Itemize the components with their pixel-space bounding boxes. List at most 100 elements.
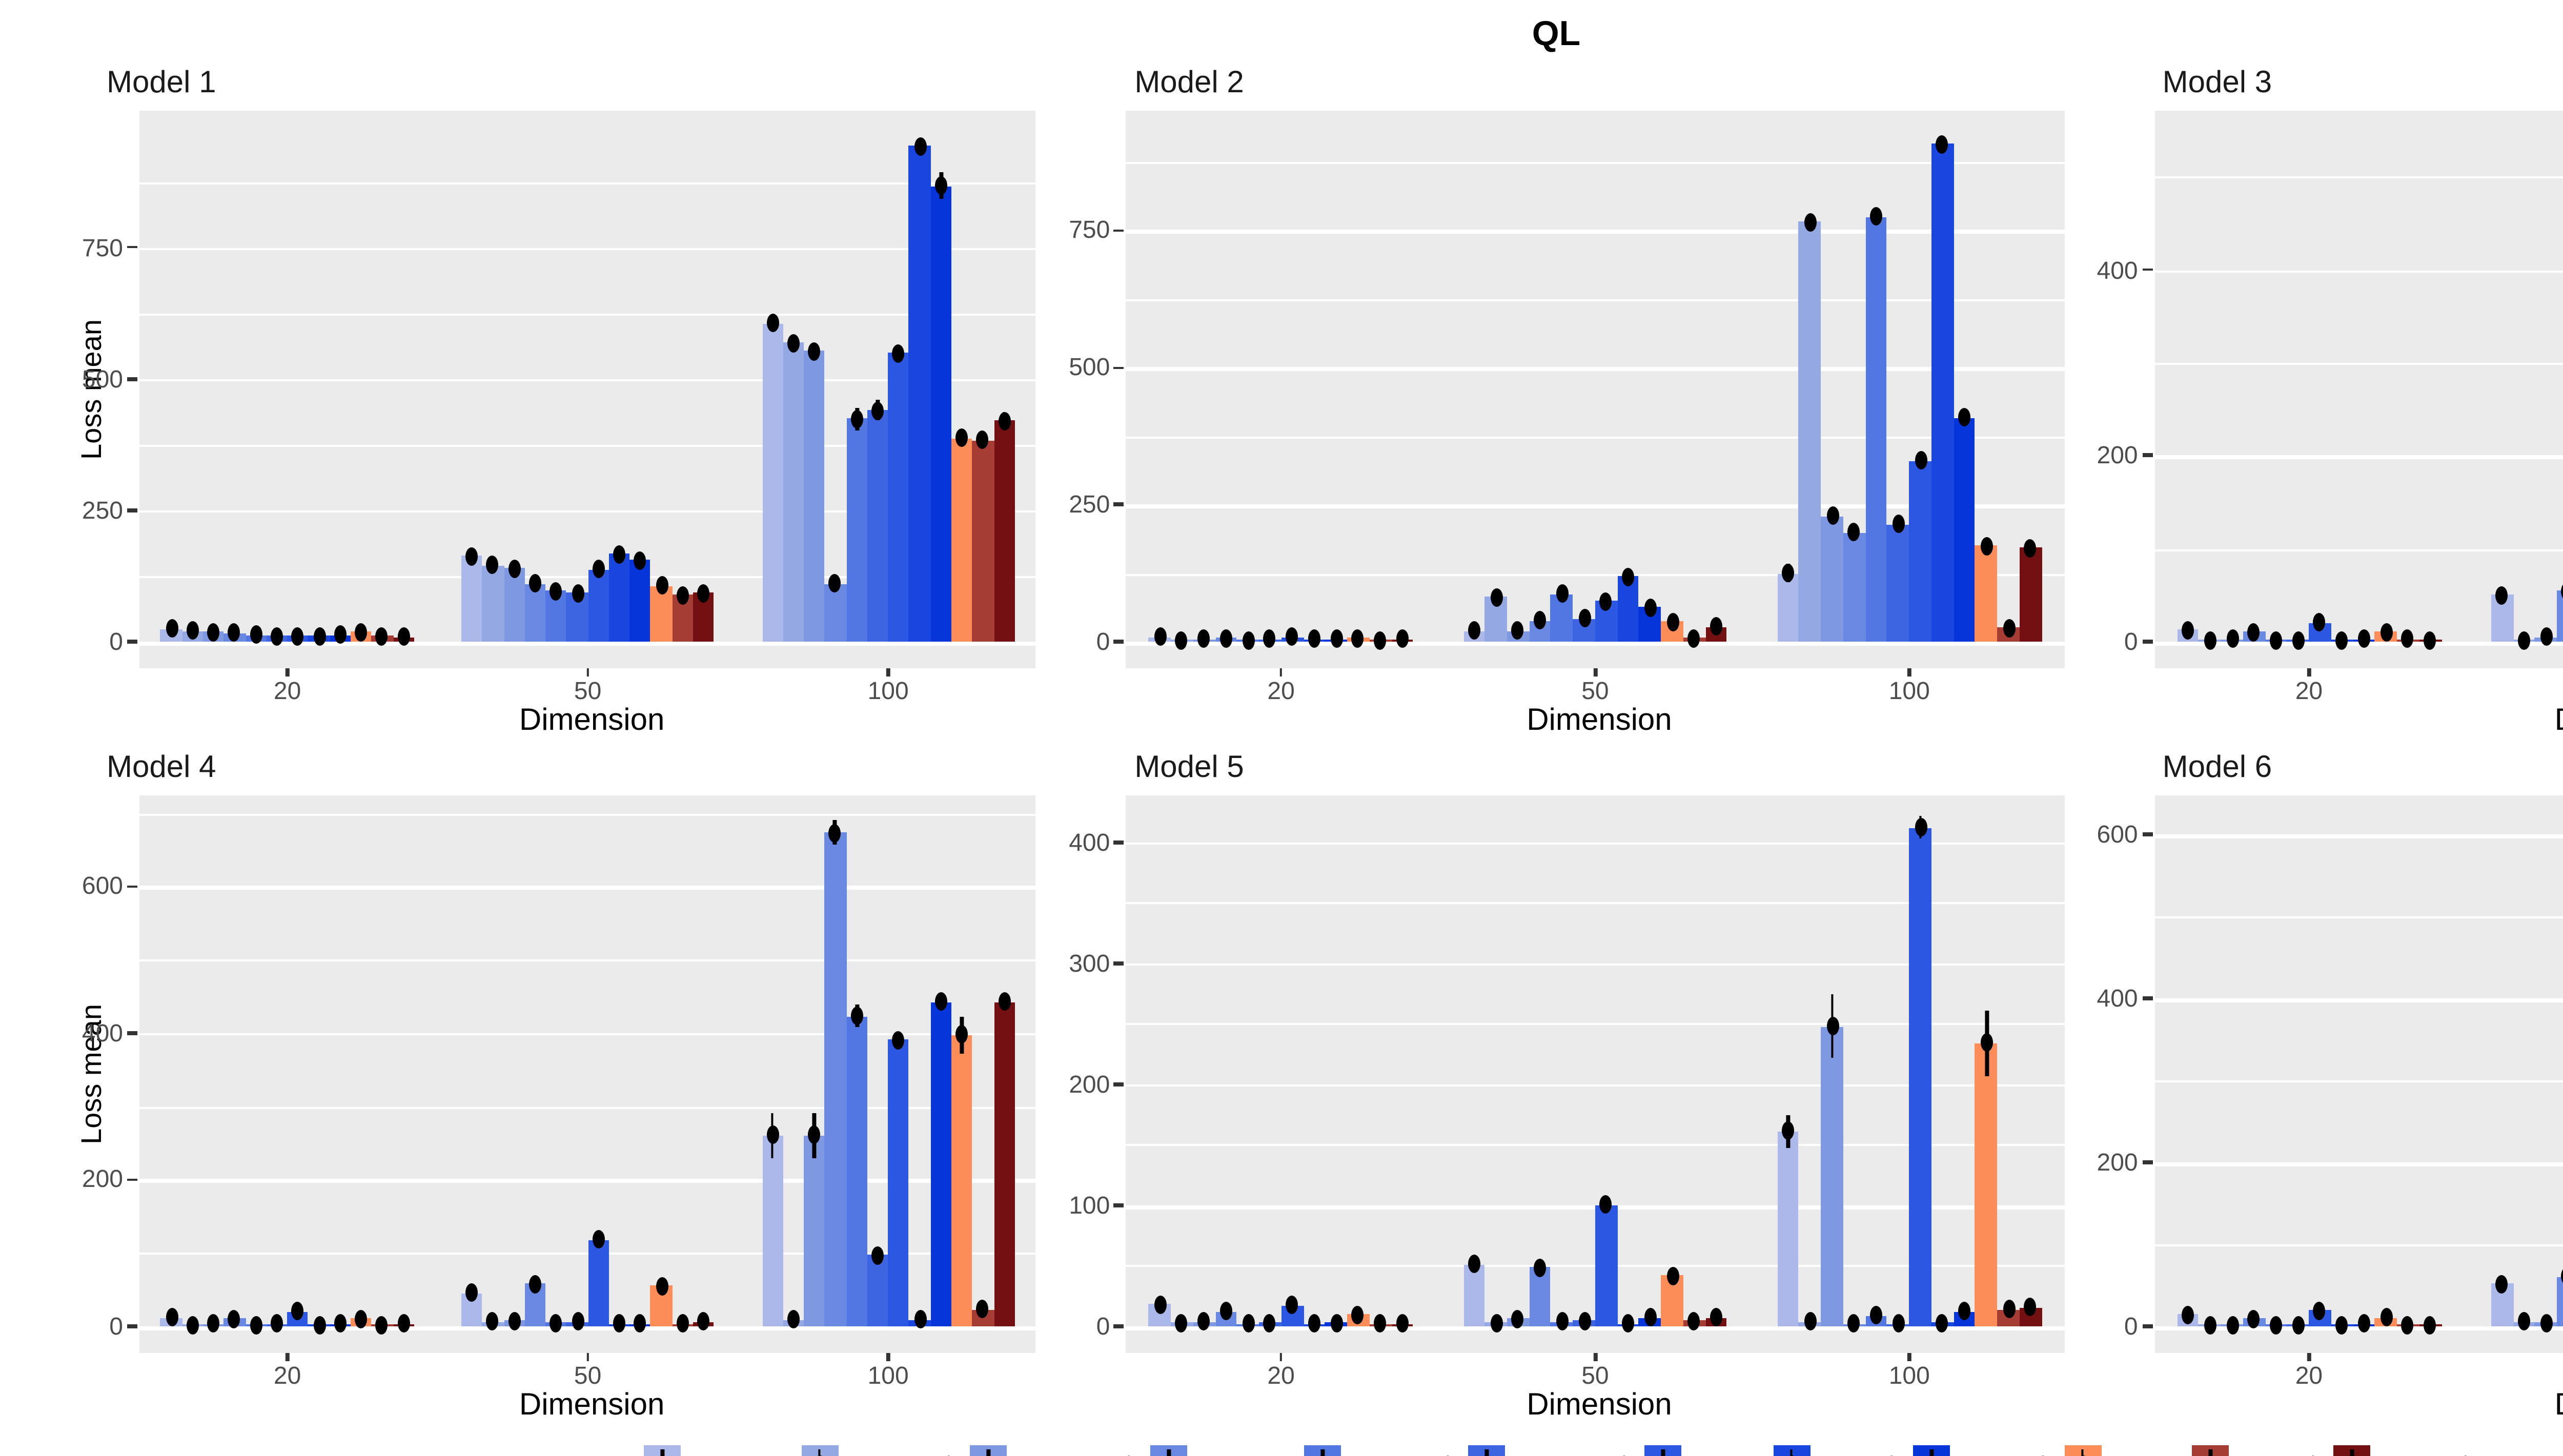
mean-dot-GSOS bbox=[355, 622, 368, 641]
y-tick-label: 750 bbox=[1069, 216, 1110, 245]
mean-dot-GSOS-vl bbox=[1710, 1308, 1723, 1327]
legend-swatch bbox=[2192, 1444, 2230, 1456]
bar-ROPE bbox=[1909, 461, 1931, 642]
y-tick-mark bbox=[1114, 366, 1125, 370]
mean-dot-GELNET-l bbox=[1870, 208, 1883, 227]
mean-dot-GLASSO bbox=[2182, 1305, 2194, 1324]
mean-dot-GSOS-l bbox=[1688, 1311, 1701, 1330]
mean-dot-GELNET-vl bbox=[1892, 515, 1905, 534]
y-tick-label: 200 bbox=[82, 1165, 123, 1194]
bar-GELNET bbox=[825, 833, 846, 1326]
legend-label: GLASSO bbox=[689, 1453, 782, 1456]
bar-GLASSO bbox=[1777, 573, 1799, 642]
bar-GLASSO bbox=[461, 556, 483, 642]
legend-swatch bbox=[1469, 1444, 1506, 1456]
axis-title-x: Dimension bbox=[519, 703, 665, 738]
major-gridline bbox=[1126, 1084, 2064, 1088]
mean-dot-GLASSO-l bbox=[1175, 630, 1188, 649]
mean-dot-GELNET bbox=[228, 624, 241, 643]
mean-dot-GELNET-l bbox=[249, 1316, 262, 1335]
mean-dot-GLASSO-vl bbox=[808, 341, 821, 360]
mean-dot-ROPE-vl bbox=[934, 176, 947, 195]
y-tick-mark bbox=[1114, 1203, 1125, 1207]
y-tick-label: 400 bbox=[82, 1018, 123, 1048]
mean-dot-GLASSO-l bbox=[1490, 1313, 1502, 1332]
bar-GLASSO-vl bbox=[1821, 516, 1843, 642]
bar-GLASSO-vl bbox=[1821, 1026, 1843, 1326]
mean-dot-ROPE-l bbox=[313, 626, 326, 645]
bar-GELNET-l bbox=[846, 1016, 867, 1326]
mean-dot-ROPE-l bbox=[913, 1310, 926, 1329]
mean-dot-GSOS-vl bbox=[2024, 1298, 2037, 1317]
y-tick-label: 0 bbox=[109, 1312, 123, 1341]
y-tick-mark bbox=[2142, 640, 2152, 644]
x-tick-label: 20 bbox=[273, 1361, 301, 1390]
x-tick-mark bbox=[286, 1353, 289, 1361]
mean-dot-GSOS bbox=[2379, 623, 2392, 642]
major-gridline bbox=[139, 1179, 1036, 1183]
mean-dot-ROPE-l bbox=[313, 1316, 326, 1335]
x-tick-label: 20 bbox=[2295, 676, 2323, 705]
y-tick-mark bbox=[2142, 832, 2152, 836]
mean-dot-GLASSO-vl bbox=[1512, 622, 1524, 641]
bar-GLASSO bbox=[762, 323, 783, 642]
mean-dot-GLASSO bbox=[1468, 621, 1480, 640]
bar-ROPE-l bbox=[909, 146, 930, 642]
minor-gridline bbox=[2154, 362, 2563, 364]
mean-dot-GELNET-l bbox=[2269, 1315, 2282, 1334]
mean-dot-GELNET bbox=[1219, 629, 1232, 648]
mean-dot-GLASSO bbox=[1468, 1255, 1480, 1274]
y-tick-label: 600 bbox=[2097, 820, 2138, 849]
mean-dot-GLASSO-l bbox=[1490, 588, 1502, 607]
bar-GELNET-l bbox=[846, 418, 867, 642]
mean-dot-GELNET bbox=[2247, 1309, 2260, 1327]
mean-dot-GLASSO-vl bbox=[2539, 627, 2552, 646]
panel-model-1: Model 1 Loss mean 0 250 500 750 20 50 100 Dimensi… bbox=[16, 59, 1044, 744]
mean-dot-GELNET-vl bbox=[871, 401, 884, 420]
mean-dot-GLASSO-l bbox=[787, 334, 800, 353]
bar-GLASSO-l bbox=[783, 343, 804, 642]
y-axis: 0 100 200 300 400 bbox=[1044, 795, 1126, 1353]
axis-title-y: Loss mean bbox=[16, 795, 107, 1353]
bar-GSOS bbox=[650, 585, 672, 642]
plot-area bbox=[139, 795, 1036, 1353]
facet-title: Model 6 bbox=[2162, 750, 2272, 785]
mean-dot-GLASSO-l bbox=[486, 1311, 499, 1330]
y-tick-mark bbox=[1114, 1324, 1125, 1328]
mean-dot-GSOS-vl bbox=[998, 411, 1010, 430]
major-gridline bbox=[139, 378, 1036, 382]
minor-gridline bbox=[139, 444, 1036, 446]
x-tick-label: 20 bbox=[2295, 1361, 2323, 1390]
y-axis: 0 200 400 600 bbox=[2072, 795, 2154, 1353]
major-gridline bbox=[139, 247, 1036, 251]
bar-ROPE-vl bbox=[930, 1001, 951, 1326]
bar-GSOS bbox=[1975, 546, 1998, 642]
pointrange-line-icon bbox=[1929, 1448, 1933, 1456]
bar-GELNET-vl bbox=[1887, 524, 1909, 642]
x-tick-mark bbox=[886, 1353, 890, 1361]
bar-GLASSO-l bbox=[482, 565, 504, 642]
mean-dot-ROPE-vl bbox=[1958, 1302, 1971, 1321]
mean-dot-GSOS-vl bbox=[1396, 630, 1409, 649]
pointrange-line-icon bbox=[2080, 1448, 2084, 1456]
legend-label: GSOS bbox=[2109, 1453, 2174, 1456]
panel-body: Loss mean 0 250 500 750 bbox=[16, 111, 1044, 668]
x-tick-mark bbox=[1593, 668, 1597, 676]
x-axis: 20 50 100 bbox=[1126, 1353, 2064, 1390]
mean-dot-GLASSO-l bbox=[186, 621, 199, 640]
y-tick-mark bbox=[2142, 454, 2152, 458]
y-tick-label: 250 bbox=[1069, 490, 1110, 519]
y-tick-mark bbox=[127, 1178, 137, 1181]
x-tick-mark bbox=[1279, 668, 1283, 676]
major-gridline bbox=[2154, 834, 2563, 838]
mean-dot-GLASSO bbox=[2495, 1274, 2508, 1293]
pointrange-line-icon bbox=[661, 1448, 665, 1456]
mean-dot-GELNET-l bbox=[1556, 1312, 1569, 1331]
mean-dot-GLASSO-vl bbox=[507, 1311, 520, 1330]
x-tick-mark bbox=[1593, 1353, 1597, 1361]
mean-dot-GELNET-l bbox=[2269, 630, 2282, 649]
panel-body: 0 250 500 750 bbox=[1044, 111, 2072, 668]
bar-GLASSO-vl bbox=[804, 351, 825, 642]
mean-dot-GELNET-vl bbox=[271, 626, 283, 645]
